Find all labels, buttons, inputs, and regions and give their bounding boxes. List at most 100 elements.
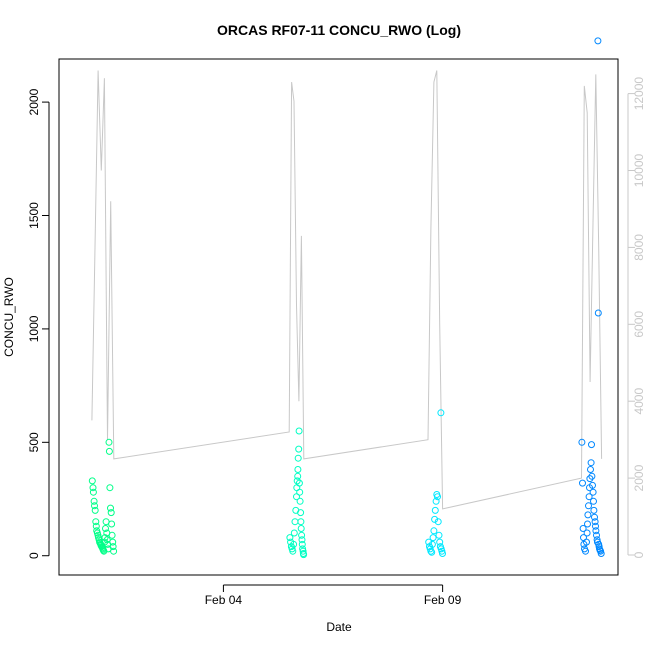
data-point xyxy=(300,551,308,559)
data-point xyxy=(594,37,602,45)
data-point xyxy=(589,488,597,496)
data-point xyxy=(431,515,439,523)
data-point xyxy=(597,550,605,557)
data-point xyxy=(594,309,602,317)
data-point xyxy=(109,543,117,551)
data-point xyxy=(590,506,598,514)
data-point xyxy=(434,493,441,501)
data-point xyxy=(435,531,443,539)
right-tick-label: 0 xyxy=(632,551,646,558)
data-point xyxy=(295,427,303,435)
data-point xyxy=(587,466,594,473)
data-point xyxy=(431,506,439,514)
data-point xyxy=(439,550,446,557)
data-point xyxy=(437,409,445,417)
data-point xyxy=(105,447,113,455)
data-point xyxy=(286,534,294,542)
data-point xyxy=(290,540,298,548)
data-point xyxy=(107,509,115,517)
data-point xyxy=(297,525,305,532)
data-point xyxy=(91,506,99,514)
left-tick-label: 1500 xyxy=(27,202,41,229)
data-point xyxy=(583,529,591,537)
data-point xyxy=(588,441,595,449)
data-point xyxy=(88,477,96,485)
data-point xyxy=(592,522,599,530)
data-point xyxy=(299,547,307,555)
data-point xyxy=(102,525,109,532)
data-point xyxy=(294,472,302,480)
right-tick-label: 6000 xyxy=(632,311,646,338)
x-axis-label: Date xyxy=(326,620,352,634)
data-point xyxy=(585,502,592,510)
data-point xyxy=(591,513,598,521)
data-point xyxy=(92,522,100,530)
data-point xyxy=(298,536,306,544)
data-point xyxy=(297,509,305,517)
data-point xyxy=(297,518,305,526)
left-tick-label: 2000 xyxy=(27,88,41,115)
data-point xyxy=(298,540,306,548)
right-tick-label: 8000 xyxy=(632,234,646,261)
data-point xyxy=(290,529,298,537)
data-point xyxy=(289,547,297,555)
data-point xyxy=(428,540,436,548)
data-point xyxy=(592,527,600,535)
point-layer xyxy=(88,37,605,559)
data-point xyxy=(298,531,306,539)
data-point xyxy=(578,438,586,446)
data-point xyxy=(585,493,593,501)
data-point xyxy=(106,484,114,492)
data-point xyxy=(428,548,436,556)
data-point xyxy=(107,504,114,512)
data-point xyxy=(593,531,600,539)
data-point xyxy=(588,472,596,480)
data-point xyxy=(586,475,594,483)
data-point xyxy=(101,534,109,542)
data-point xyxy=(296,497,304,505)
line-layer xyxy=(91,70,603,510)
data-point xyxy=(294,454,302,462)
right-tick-label: 2000 xyxy=(632,464,646,491)
data-point xyxy=(296,488,304,496)
y-axis-label: CONCU_RWO xyxy=(2,277,16,357)
data-point xyxy=(429,534,437,542)
data-point xyxy=(291,518,299,526)
data-point xyxy=(584,520,591,528)
right-tick-label: 10000 xyxy=(632,153,646,187)
data-point xyxy=(89,488,97,496)
data-point xyxy=(108,520,116,528)
data-point xyxy=(108,531,116,539)
left-tick-label: 500 xyxy=(27,432,41,452)
bottom-axis: Feb 04 Feb 09 xyxy=(205,584,462,607)
chart-title: ORCAS RF07-11 CONCU_RWO (Log) xyxy=(217,22,461,38)
secondary-series-line xyxy=(91,70,603,510)
left-axis: 0 500 1000 1500 2000 xyxy=(27,88,50,559)
data-point xyxy=(434,518,442,526)
right-tick-label: 4000 xyxy=(632,388,646,415)
left-tick-label: 0 xyxy=(27,552,41,559)
bottom-tick-label: Feb 09 xyxy=(424,593,462,607)
data-point xyxy=(436,538,444,546)
data-point xyxy=(89,484,97,492)
data-point xyxy=(92,518,100,526)
data-point xyxy=(579,479,586,487)
data-point xyxy=(427,547,435,555)
data-point xyxy=(294,466,302,473)
data-point xyxy=(432,497,440,505)
data-point xyxy=(293,477,301,485)
right-axis: 0 2000 4000 6000 8000 10000 12000 xyxy=(627,77,646,558)
data-point xyxy=(430,527,438,535)
data-point xyxy=(295,479,303,487)
data-point xyxy=(579,525,587,532)
data-point xyxy=(295,445,303,453)
right-tick-label: 12000 xyxy=(632,77,646,111)
data-point xyxy=(90,497,98,505)
data-point xyxy=(109,538,117,546)
data-point xyxy=(105,438,113,446)
plot-frame xyxy=(58,58,619,576)
data-point xyxy=(425,538,433,546)
data-point xyxy=(587,459,595,467)
data-point xyxy=(591,518,599,526)
